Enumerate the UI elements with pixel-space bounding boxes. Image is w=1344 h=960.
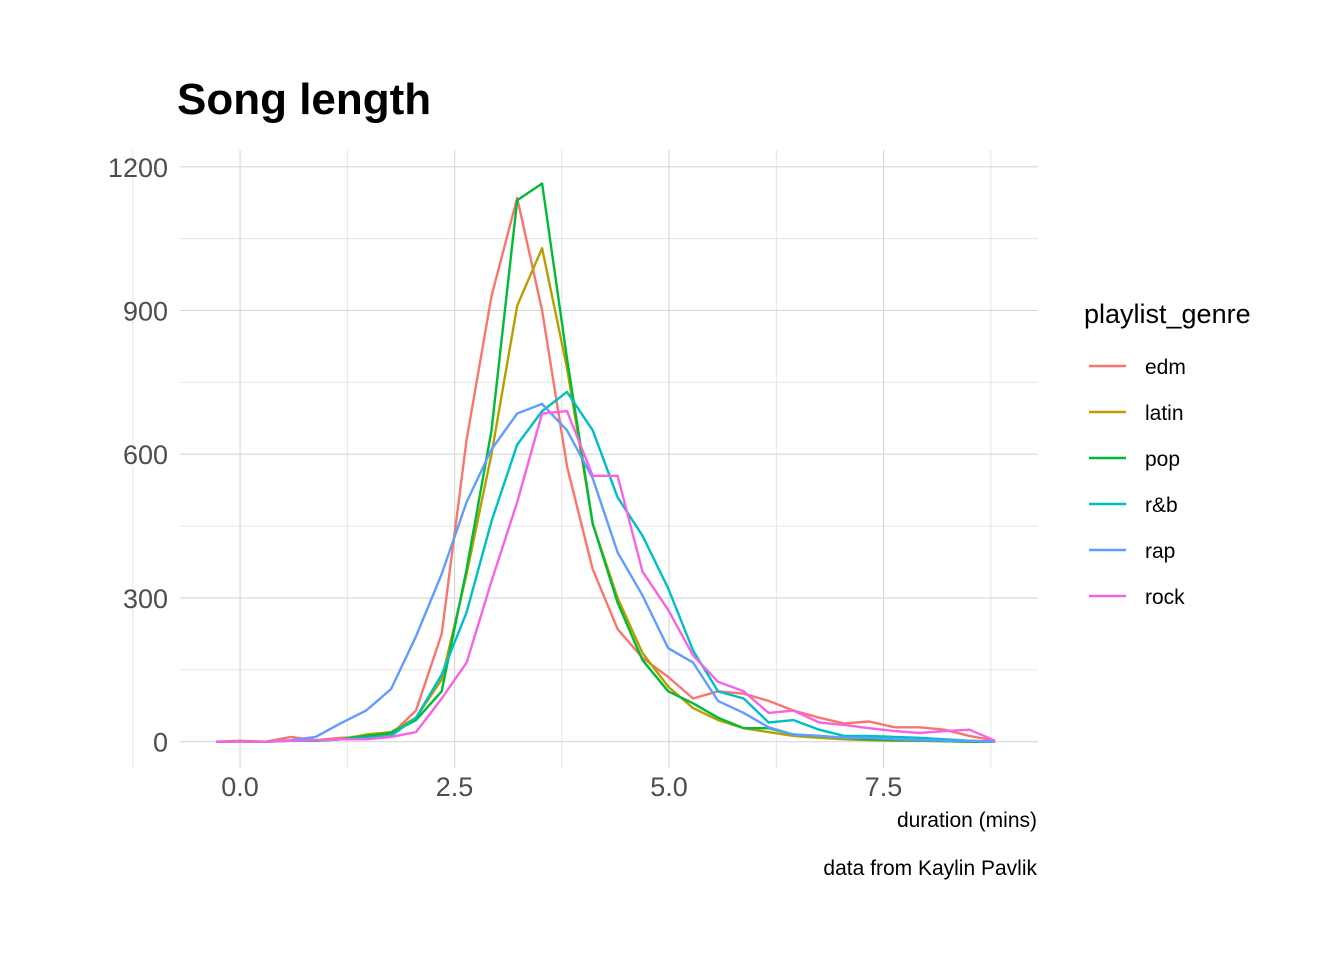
caption: data from Kaylin Pavlik — [823, 857, 1037, 880]
legend-label: rap — [1145, 540, 1175, 563]
legend-label: latin — [1145, 402, 1184, 425]
legend-label: edm — [1145, 356, 1186, 379]
series-line-rap — [216, 402, 996, 743]
x-tick-label: 7.5 — [865, 772, 903, 802]
y-tick-label: 900 — [123, 296, 168, 326]
legend-title: playlist_genre — [1084, 299, 1251, 329]
x-tick-label: 5.0 — [650, 772, 688, 802]
y-tick-label: 600 — [123, 440, 168, 470]
legend-label: r&b — [1145, 494, 1178, 517]
series-line-rock — [216, 409, 996, 743]
y-axis-ticks: 0 300 600 900 1200 — [108, 153, 168, 758]
x-tick-label: 2.5 — [436, 772, 474, 802]
x-tick-label: 0.0 — [221, 772, 259, 802]
legend-label: rock — [1145, 586, 1185, 609]
series-line-latin — [216, 246, 996, 743]
series-line-edm — [215, 196, 996, 743]
chart-title: Song length — [177, 75, 431, 124]
legend: edm latin pop r&b rap rock — [1089, 356, 1186, 609]
grid-lines — [132, 150, 1038, 768]
y-tick-label: 1200 — [108, 153, 168, 183]
y-tick-label: 300 — [123, 584, 168, 614]
x-axis-ticks: 0.0 2.5 5.0 7.5 — [221, 772, 902, 802]
y-tick-label: 0 — [153, 728, 168, 758]
x-axis-label: duration (mins) — [897, 809, 1037, 832]
series-lines — [215, 182, 996, 743]
legend-label: pop — [1145, 448, 1180, 471]
